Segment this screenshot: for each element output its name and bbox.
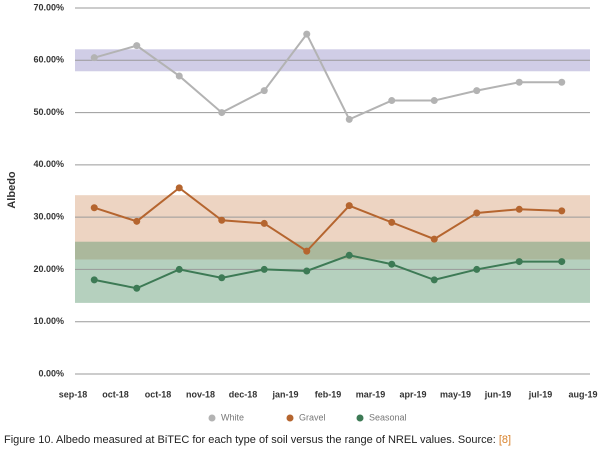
data-point xyxy=(175,184,183,192)
data-point xyxy=(345,115,353,123)
legend-swatch xyxy=(356,414,364,422)
x-tick-label: mar-19 xyxy=(356,389,386,399)
legend-swatch xyxy=(208,414,216,422)
x-tick-label: jul-19 xyxy=(528,389,553,399)
series-line xyxy=(93,32,562,121)
x-tick-label: oct-18 xyxy=(102,389,129,399)
range-band xyxy=(75,241,590,303)
data-point xyxy=(558,78,566,86)
y-tick-label: 0.00% xyxy=(38,368,64,378)
data-point xyxy=(430,97,438,105)
x-tick-label: jun-19 xyxy=(484,389,512,399)
data-point xyxy=(303,267,311,275)
data-point xyxy=(175,72,183,80)
range-band xyxy=(75,195,590,260)
data-point xyxy=(558,258,566,266)
data-point xyxy=(90,54,98,62)
x-tick-label: sep-18 xyxy=(59,389,88,399)
data-point xyxy=(430,235,438,243)
data-point xyxy=(515,78,523,86)
x-tick-label: jan-19 xyxy=(271,389,298,399)
data-point xyxy=(133,217,141,225)
source: [8] xyxy=(499,434,511,446)
data-point xyxy=(430,276,438,284)
data-point xyxy=(260,219,268,227)
legend-swatch xyxy=(286,414,294,422)
caption: Figure 10. Albedo measured at BiTEC for … xyxy=(4,434,511,446)
data-point xyxy=(218,274,226,282)
data-point xyxy=(133,42,141,50)
series-line xyxy=(94,254,562,290)
data-point xyxy=(133,284,141,292)
y-tick-label: 10.00% xyxy=(33,316,64,326)
data-point xyxy=(473,209,481,217)
data-point xyxy=(558,207,566,215)
data-point xyxy=(303,30,311,38)
x-tick-label: aug-19 xyxy=(568,389,597,399)
x-tick-label: feb-19 xyxy=(315,389,342,399)
x-tick-label: may-19 xyxy=(440,389,471,399)
legend-label: Gravel xyxy=(299,412,326,422)
y-axis-label: Albedo xyxy=(6,171,18,209)
y-tick-label: 70.00% xyxy=(33,2,64,12)
y-tick-label: 60.00% xyxy=(33,55,64,65)
data-point xyxy=(345,251,353,259)
data-point xyxy=(218,216,226,224)
data-point xyxy=(473,87,481,95)
caption-text: Figure 10. Albedo measured at BiTEC for … xyxy=(4,434,499,446)
data-point xyxy=(345,202,353,210)
data-point xyxy=(218,109,226,117)
data-point xyxy=(515,258,523,266)
data-point xyxy=(303,247,311,255)
x-tick-label: dec-18 xyxy=(229,389,258,399)
data-point xyxy=(388,260,396,268)
data-point xyxy=(260,265,268,273)
data-point xyxy=(388,97,396,105)
legend-label: Seasonal xyxy=(369,412,407,422)
y-tick-label: 40.00% xyxy=(33,159,64,169)
y-tick-label: 50.00% xyxy=(33,107,64,117)
legend-label: White xyxy=(221,412,244,422)
data-point xyxy=(90,276,98,284)
y-tick-label: 30.00% xyxy=(33,212,64,222)
x-tick-label: apr-19 xyxy=(399,389,426,399)
y-tick-label: 20.00% xyxy=(33,264,64,274)
data-point xyxy=(260,87,268,95)
series-line xyxy=(93,186,562,253)
data-point xyxy=(175,265,183,273)
data-point xyxy=(473,265,481,273)
data-point xyxy=(388,218,396,226)
x-tick-label: nov-18 xyxy=(186,389,215,399)
data-point xyxy=(515,205,523,213)
data-point xyxy=(90,204,98,212)
x-tick-label: oct-18 xyxy=(145,389,172,399)
